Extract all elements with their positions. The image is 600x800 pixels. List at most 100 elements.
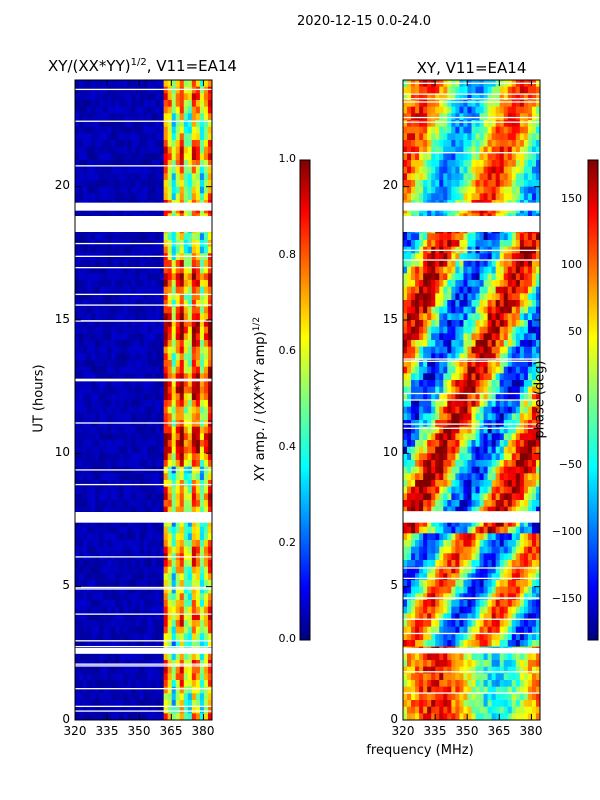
heatmap-cell — [131, 280, 136, 288]
heatmap-cell — [535, 333, 541, 341]
heatmap-cell — [151, 146, 156, 154]
heatmap-cell — [163, 533, 169, 541]
heatmap-cell — [123, 506, 128, 514]
heatmap-cell — [499, 286, 505, 294]
heatmap-cell — [431, 306, 436, 314]
heatmap-cell — [179, 486, 185, 494]
heatmap-cell — [135, 486, 140, 494]
heatmap-cell — [495, 140, 501, 148]
heatmap-cell — [163, 86, 169, 94]
heatmap-cell — [507, 106, 513, 114]
heatmap-cell — [159, 546, 165, 554]
heatmap-cell — [407, 313, 412, 321]
heatmap-cell — [475, 253, 480, 261]
heatmap-cell — [479, 100, 484, 108]
heatmap-cell — [79, 320, 84, 328]
heatmap-cell — [495, 313, 501, 321]
heatmap-cell — [147, 93, 152, 101]
heatmap-cell — [83, 140, 88, 148]
heatmap-cell — [75, 566, 80, 574]
heatmap-cell — [199, 193, 205, 201]
heatmap-cell — [147, 653, 152, 661]
heatmap-cell — [191, 133, 197, 141]
heatmap-cell — [183, 686, 189, 694]
heatmap-cell — [115, 686, 120, 694]
heatmap-cell — [111, 146, 116, 154]
heatmap-cell — [147, 280, 152, 288]
heatmap-cell — [535, 280, 541, 288]
heatmap-cell — [167, 460, 173, 468]
heatmap-cell — [131, 573, 136, 581]
heatmap-cell — [491, 333, 497, 341]
heatmap-cell — [203, 260, 209, 268]
heatmap-cell — [115, 320, 120, 328]
heatmap-cell — [139, 166, 144, 174]
heatmap-cell — [443, 286, 448, 294]
heatmap-cell — [207, 153, 213, 161]
heatmap-cell — [459, 366, 464, 374]
heatmap-cell — [167, 533, 173, 541]
heatmap-cell — [135, 400, 140, 408]
flag-line — [75, 242, 212, 245]
heatmap-cell — [151, 340, 156, 348]
heatmap-cell — [203, 653, 209, 661]
heatmap-cell — [503, 300, 509, 308]
heatmap-cell — [475, 100, 480, 108]
heatmap-cell — [83, 120, 88, 128]
heatmap-cell — [459, 93, 464, 101]
heatmap-cell — [99, 120, 104, 128]
heatmap-cell — [75, 406, 80, 414]
heatmap-cell — [107, 613, 112, 621]
heatmap-cell — [151, 326, 156, 334]
heatmap-cell — [107, 573, 112, 581]
heatmap-cell — [427, 160, 432, 168]
heatmap-cell — [503, 260, 509, 268]
heatmap-cell — [155, 566, 161, 574]
heatmap-cell — [475, 86, 480, 94]
heatmap-cell — [403, 353, 408, 361]
heatmap-cell — [123, 106, 128, 114]
heatmap-cell — [91, 126, 96, 134]
heatmap-cell — [167, 540, 173, 548]
heatmap-cell — [519, 386, 525, 394]
heatmap-cell — [475, 153, 480, 161]
heatmap-cell — [455, 146, 460, 154]
heatmap-cell — [111, 680, 116, 688]
heatmap-cell — [467, 93, 472, 101]
heatmap-cell — [83, 406, 88, 414]
heatmap-cell — [403, 233, 408, 241]
heatmap-cell — [115, 480, 120, 488]
heatmap-cell — [527, 86, 533, 94]
heatmap-cell — [175, 573, 181, 581]
heatmap-cell — [79, 613, 84, 621]
heatmap-cell — [123, 526, 128, 534]
heatmap-cell — [75, 120, 80, 128]
heatmap-cell — [191, 433, 197, 441]
heatmap-cell — [103, 453, 108, 461]
heatmap-cell — [95, 180, 100, 188]
heatmap-cell — [131, 86, 136, 94]
heatmap-cell — [115, 360, 120, 368]
heatmap-cell — [515, 326, 521, 334]
heatmap-cell — [435, 120, 440, 128]
heatmap-cell — [131, 400, 136, 408]
heatmap-cell — [95, 706, 100, 714]
heatmap-cell — [87, 300, 92, 308]
heatmap-cell — [171, 186, 177, 194]
heatmap-cell — [535, 340, 541, 348]
heatmap-cell — [443, 366, 448, 374]
heatmap-cell — [107, 166, 112, 174]
heatmap-cell — [507, 333, 513, 341]
heatmap-cell — [463, 233, 468, 241]
heatmap-cell — [511, 146, 517, 154]
heatmap-cell — [491, 233, 497, 241]
heatmap-cell — [179, 346, 185, 354]
heatmap-cell — [107, 293, 112, 301]
heatmap-cell — [75, 186, 80, 194]
heatmap-cell — [75, 233, 80, 241]
heatmap-cell — [179, 353, 185, 361]
heatmap-cell — [111, 626, 116, 634]
heatmap-cell — [483, 400, 489, 408]
heatmap-cell — [135, 673, 140, 681]
heatmap-cell — [503, 126, 509, 134]
